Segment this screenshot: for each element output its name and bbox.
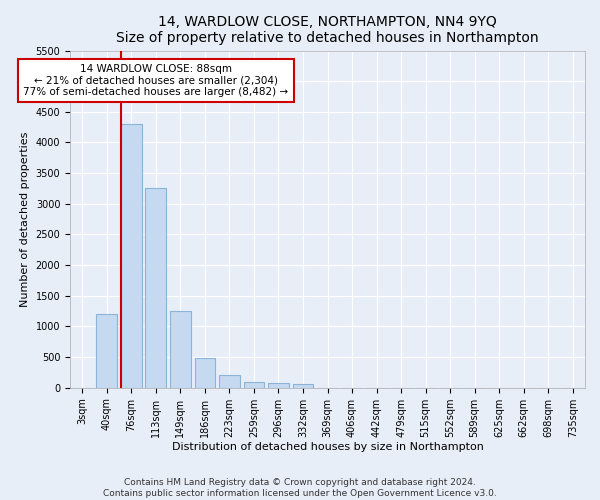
Bar xyxy=(244,382,265,388)
Bar xyxy=(121,124,142,388)
Text: 14 WARDLOW CLOSE: 88sqm
← 21% of detached houses are smaller (2,304)
77% of semi: 14 WARDLOW CLOSE: 88sqm ← 21% of detache… xyxy=(23,64,289,97)
Bar xyxy=(293,384,313,388)
X-axis label: Distribution of detached houses by size in Northampton: Distribution of detached houses by size … xyxy=(172,442,484,452)
Bar xyxy=(194,358,215,388)
Bar xyxy=(170,311,191,388)
Y-axis label: Number of detached properties: Number of detached properties xyxy=(20,132,30,307)
Title: 14, WARDLOW CLOSE, NORTHAMPTON, NN4 9YQ
Size of property relative to detached ho: 14, WARDLOW CLOSE, NORTHAMPTON, NN4 9YQ … xyxy=(116,15,539,45)
Bar xyxy=(145,188,166,388)
Text: Contains HM Land Registry data © Crown copyright and database right 2024.
Contai: Contains HM Land Registry data © Crown c… xyxy=(103,478,497,498)
Bar xyxy=(268,383,289,388)
Bar xyxy=(219,376,240,388)
Bar xyxy=(97,314,117,388)
